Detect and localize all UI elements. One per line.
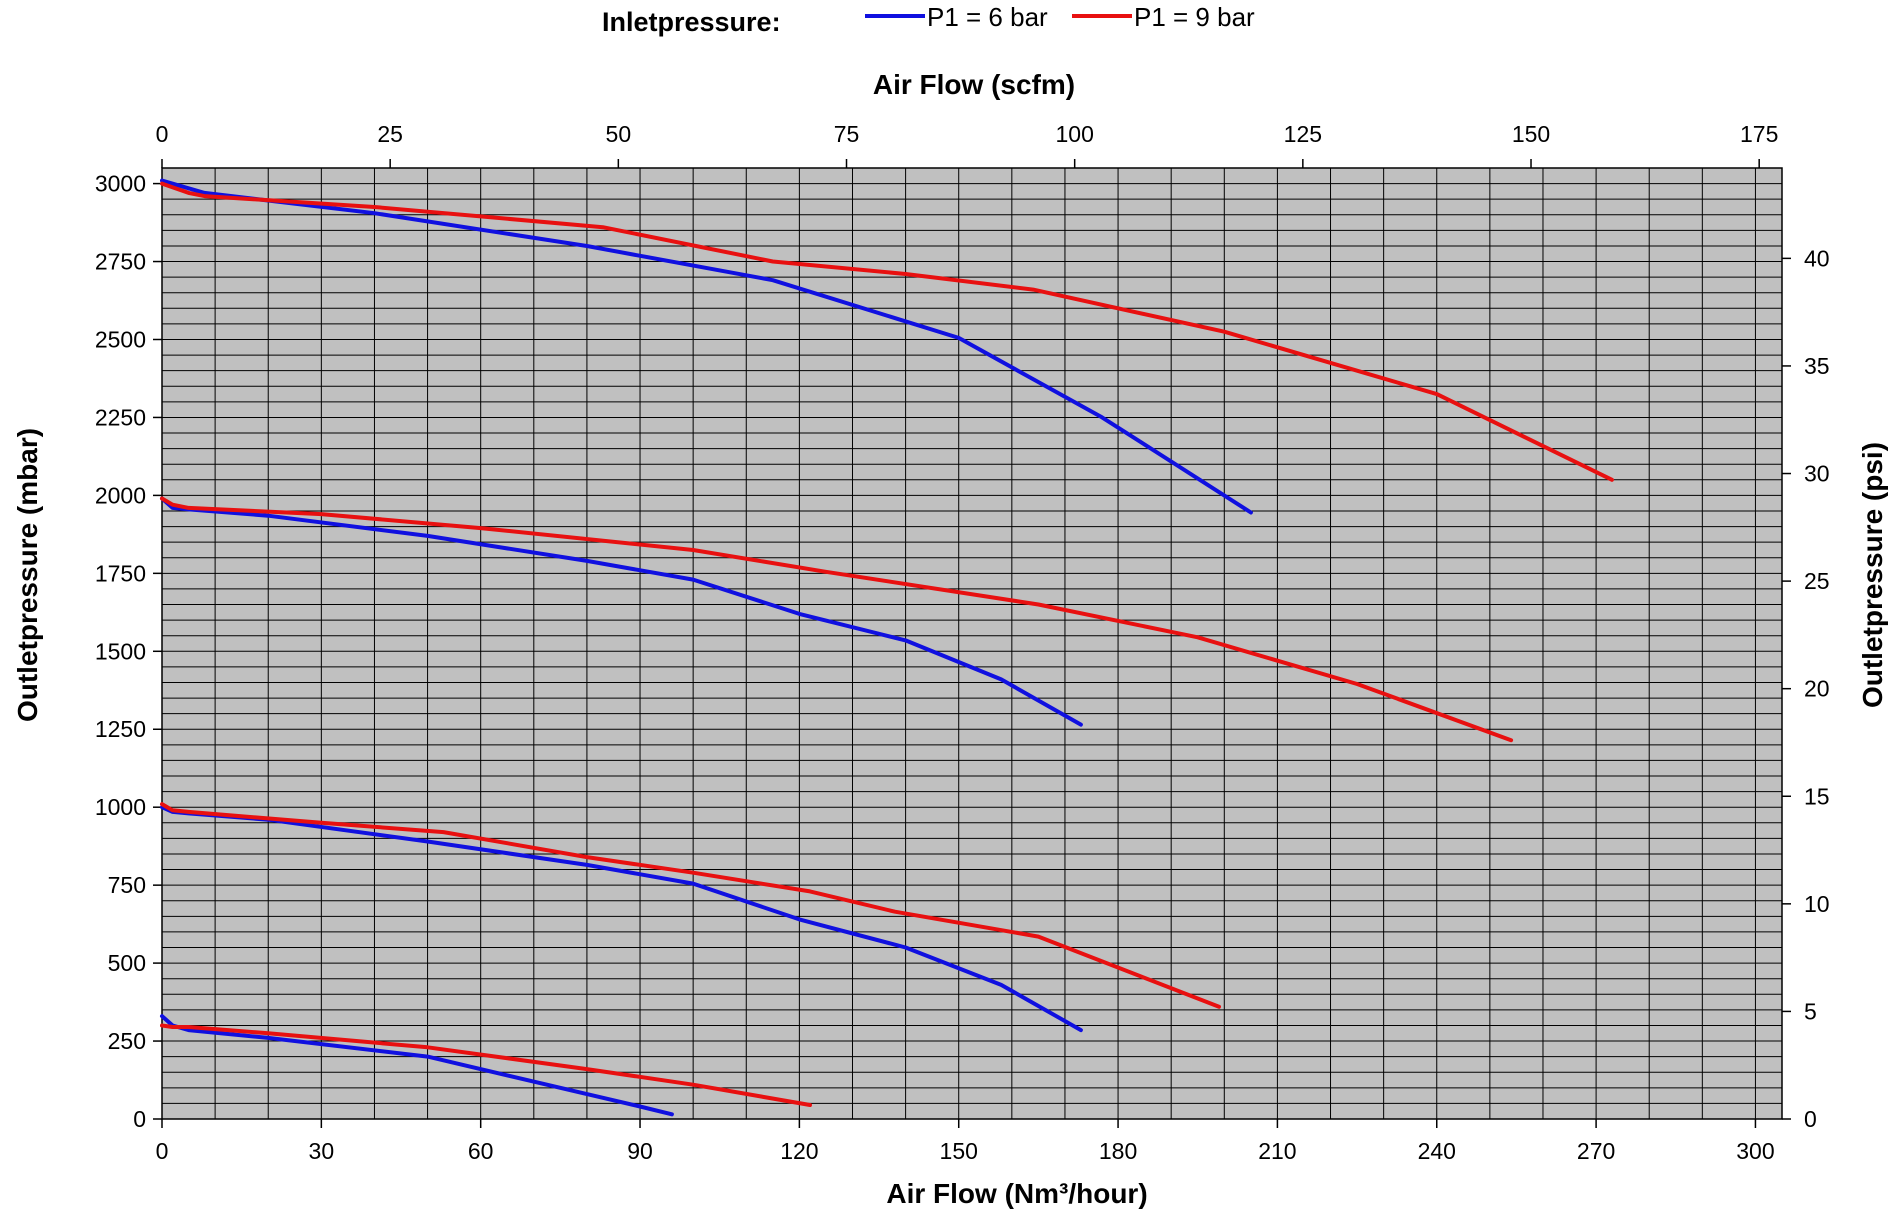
- y-right-tick-label: 20: [1804, 676, 1830, 702]
- series-line-p1-6-bar-4: [160, 496, 1083, 727]
- legend-label-6-bar: P1 = 6 bar: [927, 2, 1048, 32]
- x-top-tick-label: 75: [834, 121, 860, 147]
- y-right-tick-label: 15: [1804, 783, 1830, 809]
- y-left-tick-label: 1500: [95, 638, 146, 664]
- x-top-tick-label: 0: [156, 121, 169, 147]
- y-right-tick-label: 35: [1804, 353, 1830, 379]
- y-left-tick-label: 2750: [95, 249, 146, 275]
- series-line-p1-6-bar-6: [160, 178, 1253, 515]
- x-bottom-tick-label: 90: [627, 1138, 653, 1164]
- y-left-tick-label: 500: [108, 950, 146, 976]
- axes: 0 30 60 90 120 150 180 210 240 270 3000 25 50 75 100 12…: [95, 121, 1830, 1164]
- x-top-tick-label: 175: [1740, 121, 1778, 147]
- plot-border: [161, 167, 1783, 1120]
- x-axis-bottom-title: Air Flow (Nm³/hour): [886, 1178, 1147, 1209]
- legend: Inletpressure: P1 = 6 bar P1 = 9 bar: [602, 2, 1255, 37]
- x-bottom-tick-label: 30: [309, 1138, 335, 1164]
- y-left-tick-label: 250: [108, 1028, 146, 1054]
- x-top-tick-label: 50: [606, 121, 632, 147]
- plot-area: [162, 168, 1782, 1119]
- y-left-tick-label: 3000: [95, 171, 146, 197]
- y-right-tick-label: 25: [1804, 568, 1830, 594]
- x-bottom-tick-label: 270: [1577, 1138, 1615, 1164]
- y-left-tick-label: 2250: [95, 404, 146, 430]
- x-bottom-tick-label: 180: [1099, 1138, 1137, 1164]
- x-bottom-tick-label: 150: [940, 1138, 978, 1164]
- x-top-tick-label: 100: [1055, 121, 1093, 147]
- x-bottom-tick-label: 120: [780, 1138, 818, 1164]
- x-bottom-tick-label: 60: [468, 1138, 494, 1164]
- x-top-tick-label: 150: [1512, 121, 1550, 147]
- y-left-tick-label: 2500: [95, 326, 146, 352]
- series-line-p1-9-bar-1: [160, 1023, 812, 1107]
- x-top-tick-label: 125: [1284, 121, 1322, 147]
- grid: [162, 168, 1782, 1119]
- legend-title: Inletpressure:: [602, 7, 781, 37]
- y-right-tick-label: 5: [1804, 998, 1817, 1024]
- y-right-tick-label: 0: [1804, 1106, 1817, 1132]
- y-left-tick-label: 750: [108, 872, 146, 898]
- y-left-tick-label: 2000: [95, 482, 146, 508]
- x-bottom-tick-label: 300: [1736, 1138, 1774, 1164]
- legend-label-9-bar: P1 = 9 bar: [1134, 2, 1255, 32]
- series-line-p1-9-bar-5: [160, 496, 1514, 743]
- y-right-tick-label: 10: [1804, 891, 1830, 917]
- y-axis-right-title: Outletpressure (psi): [1857, 442, 1888, 708]
- y-right-tick-label: 30: [1804, 461, 1830, 487]
- series-group: [160, 178, 1614, 1117]
- series-line-p1-9-bar-7: [160, 181, 1614, 482]
- y-left-tick-label: 1250: [95, 716, 146, 742]
- series-line-p1-9-bar-3: [160, 802, 1221, 1009]
- x-top-tick-label: 25: [377, 121, 403, 147]
- x-bottom-tick-label: 210: [1258, 1138, 1296, 1164]
- x-axis-top-title: Air Flow (scfm): [873, 69, 1075, 100]
- x-bottom-tick-label: 0: [156, 1138, 169, 1164]
- y-axis-left-title: Outletpressure (mbar): [12, 428, 43, 722]
- y-left-tick-label: 1750: [95, 560, 146, 586]
- y-right-tick-label: 40: [1804, 245, 1830, 271]
- x-bottom-tick-label: 240: [1418, 1138, 1456, 1164]
- y-left-tick-label: 0: [133, 1106, 146, 1132]
- y-left-tick-label: 1000: [95, 794, 146, 820]
